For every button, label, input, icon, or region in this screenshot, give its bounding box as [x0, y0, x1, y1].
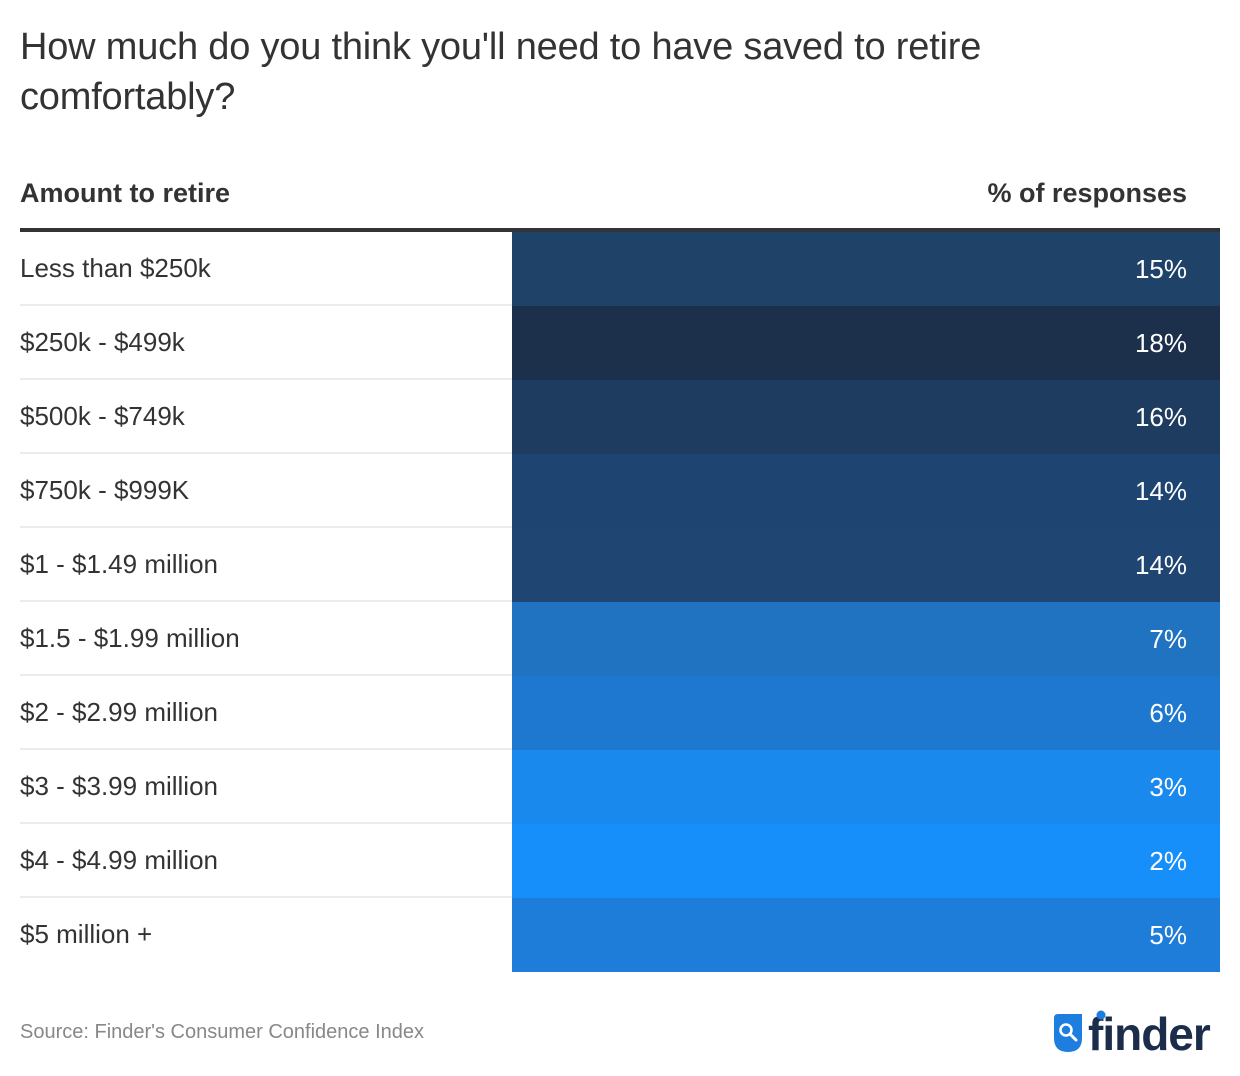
value-label: 7%: [1149, 624, 1187, 654]
row-label: $1 - $1.49 million: [20, 528, 512, 602]
header-rule: [20, 228, 1220, 232]
heat-cell: 6%: [512, 676, 1220, 750]
value-label: 15%: [1134, 254, 1187, 284]
value-label: 5%: [1149, 920, 1187, 950]
table-row: $2 - $2.99 million 6%: [20, 676, 1220, 750]
table-row: $3 - $3.99 million 3%: [20, 750, 1220, 824]
table-row: $1.5 - $1.99 million 7%: [20, 602, 1220, 676]
row-label: $250k - $499k: [20, 306, 512, 380]
table-row: $750k - $999K 14%: [20, 454, 1220, 528]
value-label: 14%: [1134, 550, 1187, 580]
row-label: $3 - $3.99 million: [20, 750, 512, 824]
finder-logo-mark: finder: [1054, 1008, 1212, 1054]
row-label: $4 - $4.99 million: [20, 824, 512, 898]
heat-cell: 3%: [512, 750, 1220, 824]
heat-cell: 5%: [512, 898, 1220, 972]
table-row: $250k - $499k 18%: [20, 306, 1220, 380]
heat-cell: 7%: [512, 602, 1220, 676]
finder-logo: finder: [1050, 1006, 1220, 1054]
column-header-amount: Amount to retire: [20, 178, 231, 208]
finder-drop-icon: [1054, 1014, 1082, 1052]
data-table: Less than $250k 15% $250k - $499k 18% $500k …: [20, 232, 1220, 972]
heat-cell: 14%: [512, 454, 1220, 528]
value-label: 16%: [1134, 402, 1187, 432]
value-label: 18%: [1134, 328, 1187, 358]
row-label: $2 - $2.99 million: [20, 676, 512, 750]
value-label: 2%: [1149, 846, 1187, 876]
heat-cell: 2%: [512, 824, 1220, 898]
table-row: $4 - $4.99 million 2%: [20, 824, 1220, 898]
row-label: $500k - $749k: [20, 380, 512, 454]
row-label: $1.5 - $1.99 million: [20, 602, 512, 676]
value-label: 14%: [1134, 476, 1187, 506]
value-label: 6%: [1149, 698, 1187, 728]
table-row: Less than $250k 15%: [20, 232, 1220, 306]
heat-cell: 18%: [512, 306, 1220, 380]
heat-cell: 14%: [512, 528, 1220, 602]
chart-title: How much do you think you'll need to hav…: [20, 26, 982, 118]
row-label: $5 million +: [20, 919, 153, 949]
finder-wordmark: finder: [1088, 1008, 1211, 1054]
heat-cell: 16%: [512, 380, 1220, 454]
table-row: $1 - $1.49 million 14%: [20, 528, 1220, 602]
source-note: Source: Finder's Consumer Confidence Ind…: [20, 1021, 425, 1043]
column-header-percent: % of responses: [987, 178, 1187, 208]
table-row: $500k - $749k 16%: [20, 380, 1220, 454]
row-label: $750k - $999K: [20, 454, 512, 528]
value-label: 3%: [1149, 772, 1187, 802]
row-label: Less than $250k: [20, 232, 512, 306]
table-row: $5 million + 5%: [20, 898, 1220, 972]
heat-cell: 15%: [512, 232, 1220, 306]
